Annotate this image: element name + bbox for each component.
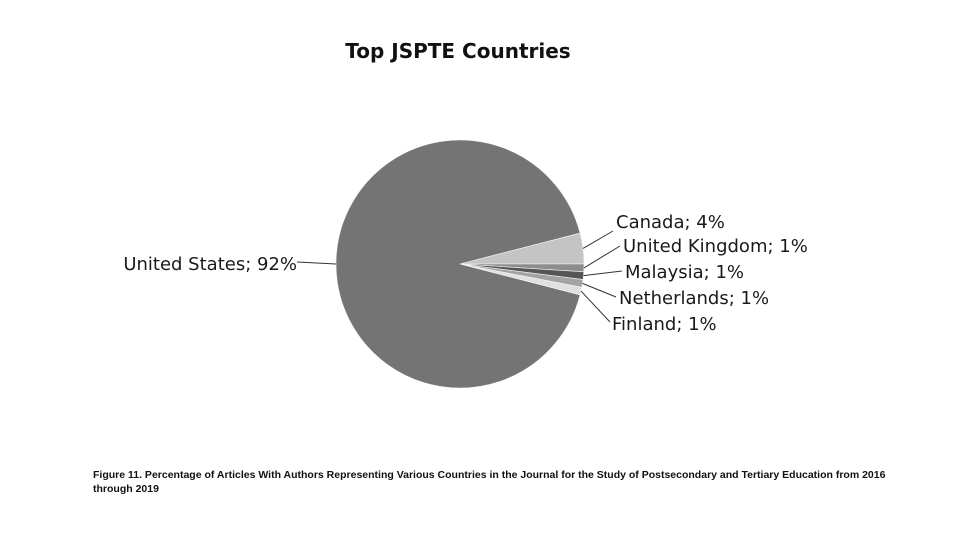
chart-title: Top JSPTE Countries — [345, 39, 570, 63]
slice-label-netherlands: Netherlands; 1% — [619, 288, 769, 309]
leader-line-united-kingdom — [583, 245, 621, 269]
leader-lines — [296, 230, 623, 323]
slice-label-canada: Canada; 4% — [616, 212, 725, 233]
leader-line-malaysia — [583, 270, 623, 277]
figure-caption: Figure 11. Percentage of Articles With A… — [93, 469, 886, 495]
leader-line-finland — [580, 290, 611, 323]
slice-label-malaysia: Malaysia; 1% — [625, 262, 744, 283]
slice-labels: United States; 92% Canada; 4% United Kingd… — [123, 212, 808, 335]
leader-line-united-states — [296, 261, 337, 265]
slice-label-finland: Finland; 1% — [612, 314, 717, 335]
leader-line-canada — [582, 230, 614, 249]
pie-slices — [335, 139, 585, 389]
slice-label-united-states: United States; 92% — [123, 254, 297, 275]
leader-line-netherlands — [582, 282, 617, 298]
slice-label-united-kingdom: United Kingdom; 1% — [623, 236, 808, 257]
